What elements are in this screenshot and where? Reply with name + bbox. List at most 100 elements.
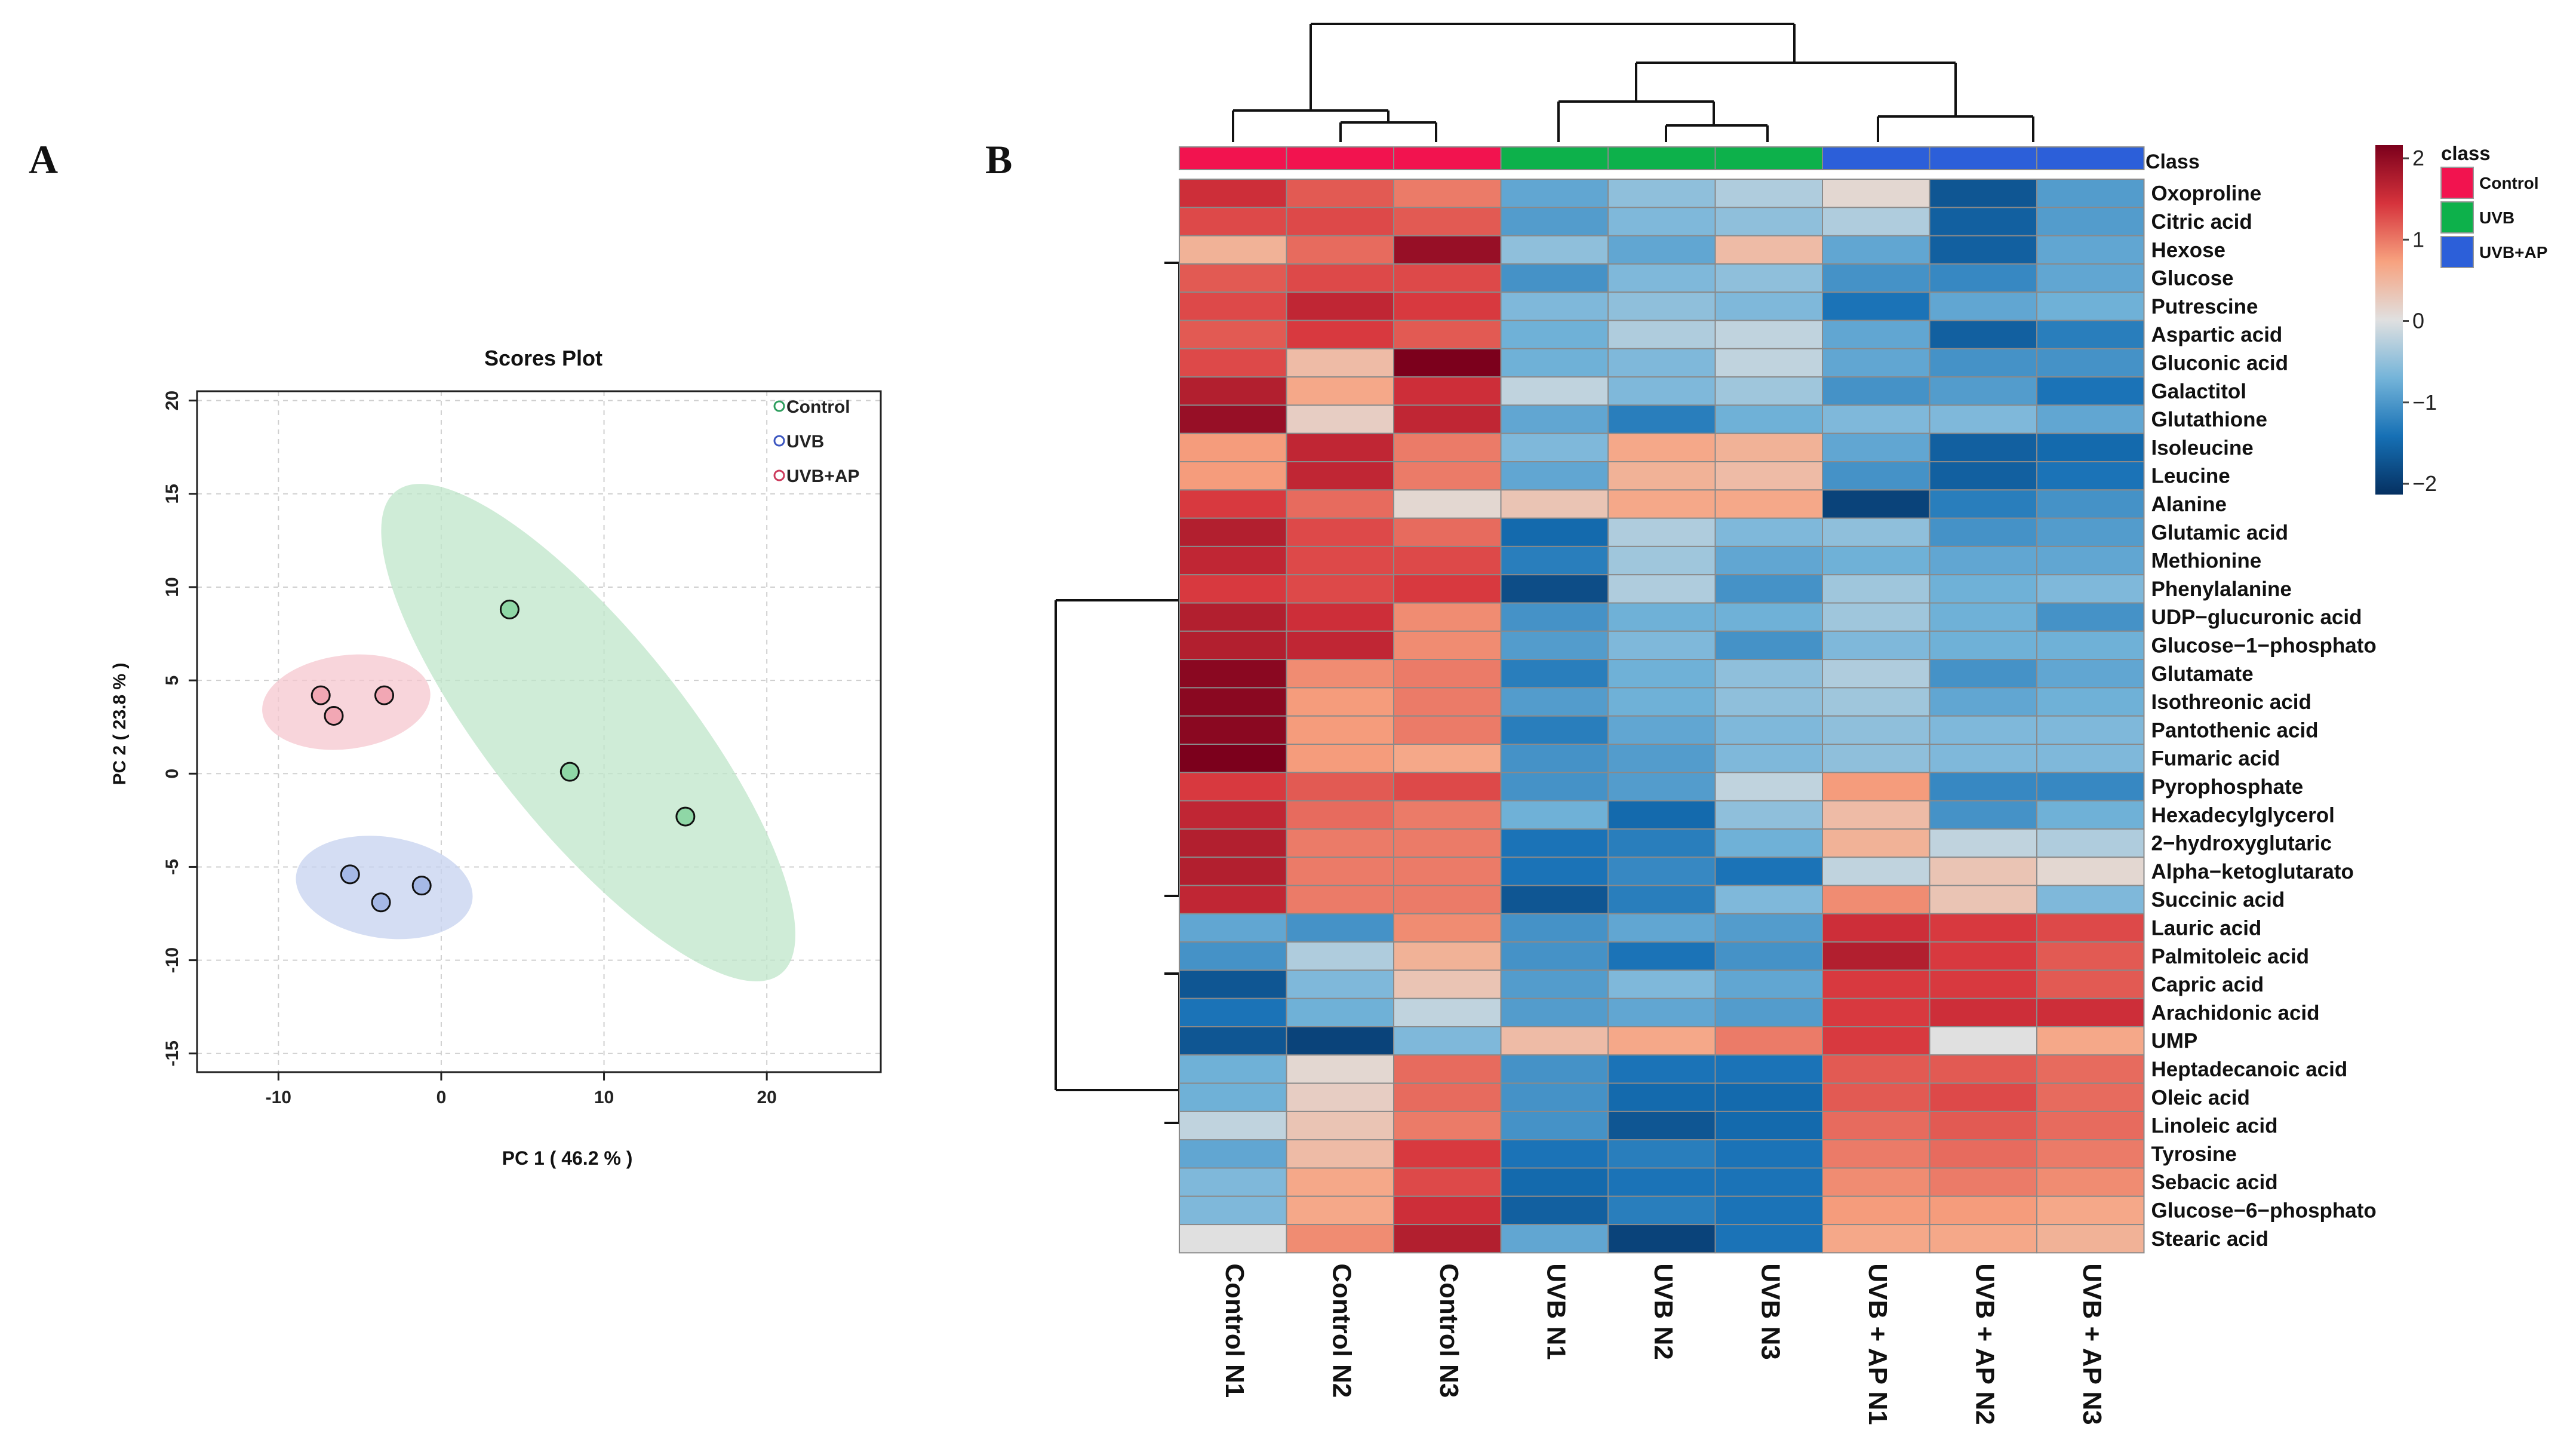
point-uvb bbox=[371, 892, 391, 913]
heatmap-cell bbox=[2036, 1224, 2145, 1254]
point-control bbox=[499, 599, 519, 619]
heatmap-cell bbox=[1714, 179, 1823, 208]
heatmap-cell bbox=[2036, 1195, 2145, 1226]
heatmap-cell bbox=[1822, 461, 1931, 491]
heatmap-cell bbox=[1607, 659, 1716, 689]
heatmap-cell bbox=[1929, 772, 2037, 802]
row-label: Phenylalanine bbox=[2151, 578, 2292, 601]
heatmap-cell bbox=[1929, 913, 2037, 943]
heatmap-cell bbox=[1822, 630, 1931, 661]
heatmap-cell bbox=[1607, 376, 1716, 406]
heatmap-cell bbox=[2036, 772, 2145, 802]
row-labels: Oxoproline Citric acid Hexose Glucose Putres… bbox=[2151, 182, 2377, 1251]
row-label: Sebacic acid bbox=[2151, 1171, 2278, 1194]
heatmap-cell bbox=[1714, 320, 1823, 349]
heatmap-cell bbox=[1822, 857, 1931, 886]
heatmap-cell bbox=[1714, 404, 1823, 434]
heatmap-cell bbox=[1393, 320, 1502, 349]
heatmap-cell bbox=[1607, 941, 1716, 971]
heatmap-cell bbox=[1179, 715, 1287, 745]
heatmap-cell bbox=[1929, 489, 2037, 519]
heatmap-cell bbox=[1500, 461, 1609, 491]
heatmap-cell bbox=[1607, 997, 1716, 1027]
row-label: Isoleucine bbox=[2151, 436, 2254, 459]
heatmap-cell bbox=[2036, 885, 2145, 914]
row-label: Succinic acid bbox=[2151, 888, 2285, 911]
heatmap-cell bbox=[1607, 885, 1716, 914]
heatmap-cell bbox=[1179, 941, 1287, 971]
heatmap-cell bbox=[1500, 744, 1609, 773]
row-label: Glucose−1−phosphato bbox=[2151, 634, 2377, 657]
colorbar bbox=[2375, 145, 2403, 495]
heatmap-cell bbox=[1393, 1195, 1502, 1226]
heatmap-cell bbox=[1179, 320, 1287, 349]
heatmap-cell bbox=[1179, 263, 1287, 293]
heatmap-cell bbox=[1393, 772, 1502, 802]
heatmap-cell bbox=[1500, 179, 1609, 208]
heatmap-cell bbox=[1822, 404, 1931, 434]
heatmap-cell bbox=[1179, 800, 1287, 830]
row-label: Capric acid bbox=[2151, 973, 2264, 996]
ellipse-control bbox=[381, 484, 795, 982]
heatmap-cell bbox=[1822, 800, 1931, 830]
heatmap-cell bbox=[2036, 1026, 2145, 1056]
heatmap-cell bbox=[2036, 1082, 2145, 1112]
class-cell bbox=[1179, 146, 1287, 170]
heatmap-cell bbox=[1929, 320, 2037, 349]
heatmap-cell bbox=[1929, 235, 2037, 265]
column-label: UVB + AP N3 bbox=[2077, 1263, 2107, 1425]
heatmap-cell bbox=[1822, 659, 1931, 689]
heatmap-cell bbox=[1500, 235, 1609, 265]
row-label: Hexadecylglycerol bbox=[2151, 803, 2335, 827]
heatmap-cell bbox=[1286, 376, 1394, 406]
row-label: Lauric acid bbox=[2151, 916, 2262, 940]
heatmap-cell bbox=[1286, 744, 1394, 773]
heatmap-cell bbox=[1714, 997, 1823, 1027]
heatmap-cell bbox=[1500, 404, 1609, 434]
row-label: Heptadecanoic acid bbox=[2151, 1058, 2348, 1081]
heatmap-cell bbox=[1714, 1110, 1823, 1141]
column-dendrogram bbox=[1232, 23, 2034, 142]
heatmap-cell bbox=[1500, 1082, 1609, 1112]
heatmap-cell bbox=[1500, 376, 1609, 406]
class-cell bbox=[1500, 146, 1609, 170]
heatmap-cell bbox=[2036, 602, 2145, 632]
heatmap-cell bbox=[1500, 574, 1609, 604]
heatmap-cell bbox=[1714, 432, 1823, 463]
heatmap-cell bbox=[1179, 404, 1287, 434]
heatmap-cell bbox=[1822, 235, 1931, 265]
heatmap-cell bbox=[1607, 291, 1716, 321]
heatmap-cell bbox=[1929, 1139, 2037, 1169]
heatmap-cell bbox=[1393, 800, 1502, 830]
heatmap-cell bbox=[1393, 1139, 1502, 1169]
colorbar-tick-label: −2 bbox=[2412, 471, 2437, 496]
ellipse-uvb bbox=[296, 836, 473, 940]
heatmap-cell bbox=[1286, 1224, 1394, 1254]
heatmap-cell bbox=[1500, 263, 1609, 293]
heatmap-cell bbox=[2036, 969, 2145, 999]
heatmap-cell bbox=[1179, 1110, 1287, 1141]
heatmap-cell bbox=[1714, 659, 1823, 689]
row-label: Galactitol bbox=[2151, 380, 2246, 403]
heatmap-cell bbox=[1500, 857, 1609, 886]
heatmap-cell bbox=[1607, 857, 1716, 886]
heatmap-cell bbox=[1179, 630, 1287, 661]
heatmap-cell bbox=[1822, 179, 1931, 208]
heatmap-cell bbox=[1607, 800, 1716, 830]
row-label: Gluconic acid bbox=[2151, 351, 2289, 375]
heatmap-cell bbox=[2036, 207, 2145, 237]
heatmap-cell bbox=[1286, 1110, 1394, 1141]
heatmap-cell bbox=[1929, 517, 2037, 547]
heatmap-cell bbox=[1929, 461, 2037, 491]
heatmap-cell bbox=[2036, 235, 2145, 265]
column-label: UVB + AP N2 bbox=[1971, 1263, 2000, 1425]
row-label: Linoleic acid bbox=[2151, 1115, 2278, 1138]
panel-a-label: A bbox=[29, 137, 58, 182]
colorbar-tick-label: 2 bbox=[2412, 146, 2424, 170]
heatmap-cell bbox=[1822, 432, 1931, 463]
heatmap-cell bbox=[1607, 461, 1716, 491]
class-bar bbox=[1179, 146, 2145, 170]
heatmap-cell bbox=[1286, 489, 1394, 519]
column-label: UVB N1 bbox=[1542, 1263, 1571, 1359]
heatmap-cell bbox=[1500, 1224, 1609, 1254]
